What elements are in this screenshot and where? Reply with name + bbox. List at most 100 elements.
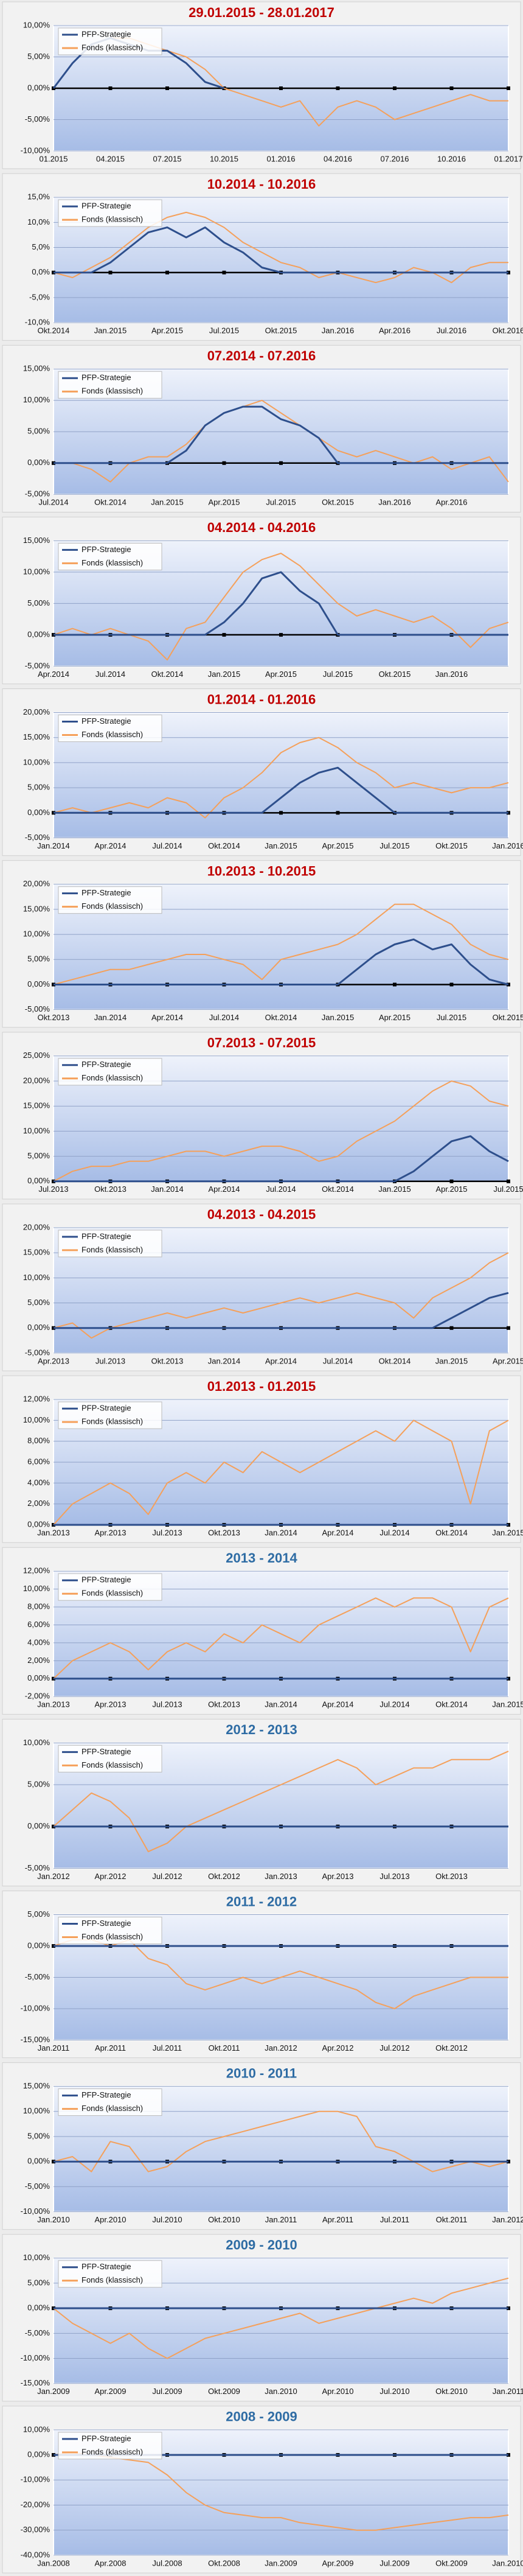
x-tick-label: 10.2015 [210,154,238,163]
legend: PFP-Strategie Fonds (klassisch) [58,2088,162,2116]
x-tick-label: Okt.2014 [38,326,70,335]
series-line [53,2110,509,2172]
legend-label: PFP-Strategie [81,373,131,382]
x-tick-label: Okt.2014 [151,670,184,679]
legend: PFP-Strategie Fonds (klassisch) [58,199,162,227]
y-tick-label: 15,00% [23,1101,50,1110]
y-tick-label: 5,00% [27,954,50,964]
x-tick-label: Apr.2016 [379,326,410,335]
x-tick-label: Jan.2014 [208,1356,241,1365]
x-tick-label: Jul.2015 [209,326,239,335]
x-tick-label: Okt.2012 [435,2043,468,2053]
x-tick-label: Apr.2015 [322,841,353,850]
y-tick-label: 0,00% [27,1520,50,1529]
y-tick-label: -5,00% [25,489,50,499]
legend-label: PFP-Strategie [81,1060,131,1069]
chart-title: 04.2014 - 04.2016 [207,520,316,535]
x-tick-label: Okt.2011 [436,2215,468,2224]
x-tick-label: Jan.2009 [265,2558,297,2567]
y-tick-label: 15,0% [27,192,50,201]
x-tick-label: 01.2017 [494,154,523,163]
x-tick [165,270,169,275]
x-tick-label: Jul.2014 [323,1356,353,1365]
y-tick-label: -10,00% [21,2207,50,2216]
y-tick-label: 0,00% [27,1673,50,1682]
x-tick-label: Jan.2010 [492,2558,523,2567]
x-tick-label: Okt.2009 [208,2387,240,2396]
x-tick-label: Apr.2014 [322,1700,353,1709]
legend-box [58,2432,162,2460]
chart-title: 07.2014 - 07.2016 [207,348,316,363]
series-line [53,1597,509,1679]
x-tick [279,811,283,815]
x-tick-label: Apr.2014 [265,1356,297,1365]
y-tick-label: 6,00% [27,1457,50,1466]
x-tick-label: Jul.2014 [379,1700,409,1709]
x-tick [449,86,454,90]
y-tick-label: -2,00% [25,1692,50,1701]
x-tick-label: Jul.2014 [95,670,125,679]
y-tick-label: 10,00% [23,2253,50,2262]
x-tick-label: Apr.2014 [94,841,126,850]
legend-label: Fonds (klassisch) [81,2104,143,2113]
y-tick-label: 12,00% [23,1395,50,1404]
x-tick-label: Jan.2014 [37,841,70,850]
legend-label: Fonds (klassisch) [81,215,143,224]
legend: PFP-Strategie Fonds (klassisch) [58,715,162,743]
chart-title: 10.2014 - 10.2016 [207,177,316,192]
x-tick-label: Jan.2014 [94,1013,127,1022]
x-tick-label: Jul.2015 [266,498,296,507]
x-tick-label: Jan.2010 [37,2215,70,2224]
x-tick-label: Jan.2011 [493,2387,523,2396]
series-line [53,1751,509,1852]
legend-box [58,542,162,570]
legend-box [58,1573,162,1601]
legend: PFP-Strategie Fonds (klassisch) [58,371,162,399]
x-tick [336,811,340,815]
y-tick-label: 5,00% [27,783,50,792]
y-tick-label: 10,0% [27,217,50,226]
chart-title: 10.2013 - 10.2015 [207,863,316,878]
y-tick-label: 5,00% [27,2131,50,2140]
x-tick-label: Jan.2015 [492,1700,523,1709]
y-tick-label: 10,00% [23,1738,50,1747]
legend: PFP-Strategie Fonds (klassisch) [58,1573,162,1601]
x-tick-label: Jan.2012 [37,1872,70,1881]
x-tick-label: Okt.2014 [94,498,126,507]
x-tick-label: Jul.2008 [152,2558,182,2567]
x-tick-label: 04.2016 [324,154,352,163]
x-tick [108,86,113,90]
x-tick-label: Apr.2015 [265,670,297,679]
y-tick-label: 10,00% [23,20,50,29]
x-tick-label: Okt.2013 [208,1528,240,1538]
legend-label: Fonds (klassisch) [81,43,143,52]
x-tick-label: Okt.2008 [208,2558,240,2567]
legend-label: PFP-Strategie [81,201,131,211]
y-tick-label: 5,00% [27,1909,50,1919]
legend-box [58,2260,162,2288]
legend: PFP-Strategie Fonds (klassisch) [58,1745,162,1773]
y-tick-label: 10,00% [23,567,50,576]
chart-title: 01.2014 - 01.2016 [207,691,316,707]
legend-label: Fonds (klassisch) [81,1760,143,1769]
legend-label: Fonds (klassisch) [81,2275,143,2284]
x-tick-label: Jul.2013 [38,1185,68,1194]
y-tick-label: 4,00% [27,1478,50,1487]
x-tick-label: Jul.2013 [379,1872,409,1881]
y-tick-label: 5,00% [27,1151,50,1160]
y-tick-label: 15,00% [23,536,50,545]
y-tick-label: 15,00% [23,1248,50,1257]
legend-box [58,371,162,399]
x-tick-label: Okt.2010 [435,2387,468,2396]
x-tick-label: Apr.2015 [493,1356,523,1365]
x-tick-label: Jul.2013 [152,1700,182,1709]
series-line [54,938,509,985]
x-tick-label: Jul.2010 [379,2387,409,2396]
x-tick [279,461,283,465]
x-tick-label: Jul.2016 [437,326,466,335]
y-tick-label: 10,00% [23,757,50,766]
legend-label: Fonds (klassisch) [81,1589,143,1598]
y-tick-label: 10,00% [23,929,50,939]
x-tick-label: Jan.2016 [492,841,523,850]
